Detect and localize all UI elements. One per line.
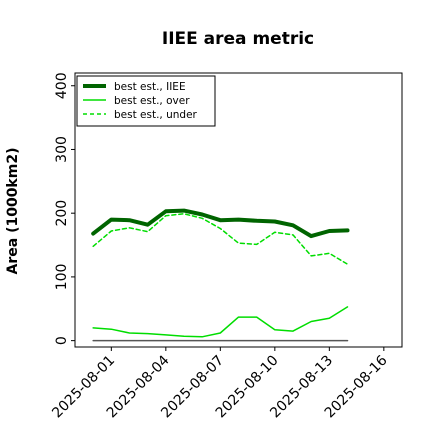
chart-title: IIEE area metric: [162, 29, 314, 49]
legend: best est., IIEE best est., over best est.,…: [76, 75, 216, 127]
y-tick-label: 100: [54, 264, 70, 291]
legend-label: best est., over: [114, 95, 190, 107]
y-tick-label: 400: [54, 72, 70, 99]
y-tick-label: 200: [54, 200, 70, 227]
y-axis: 0 100 200 300 400: [54, 72, 75, 345]
series-lines: [91, 208, 350, 342]
series-line-0: [91, 208, 350, 239]
y-tick-label: 300: [54, 136, 70, 163]
legend-label: best est., IIEE: [114, 81, 186, 93]
plot-frame: [74, 72, 403, 348]
legend-label: best est., under: [114, 109, 198, 121]
series-line-1: [92, 306, 349, 338]
series-line-2: [92, 213, 349, 265]
y-axis-label: Area (1000km2): [5, 148, 21, 275]
x-axis: 2025-08-012025-08-042025-08-072025-08-10…: [49, 347, 391, 421]
y-tick-label: 0: [54, 336, 70, 345]
